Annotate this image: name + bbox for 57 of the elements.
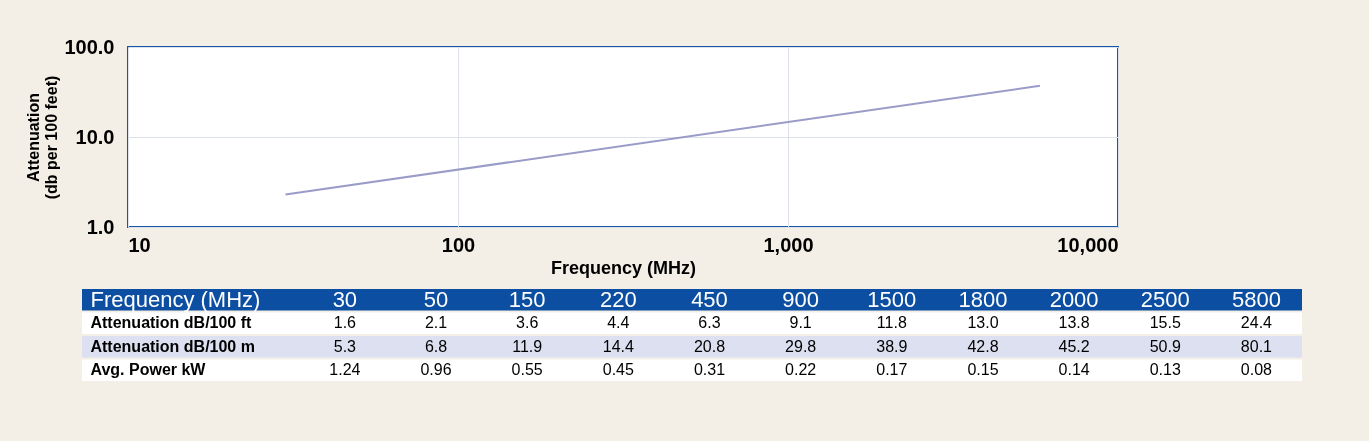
data-label: 20.8: [693, 337, 726, 355]
data-label: 11.9: [512, 337, 543, 355]
data-label: 29.8: [785, 337, 817, 355]
x-tick-label: 100: [441, 233, 476, 256]
data-label: 38.9: [876, 337, 908, 355]
data-label: 3.6: [516, 314, 539, 332]
category-label: 1800: [958, 286, 1008, 312]
data-label: 0.45: [602, 361, 635, 379]
category-label: 2000: [1049, 286, 1099, 312]
y-tick-label: 1.0: [86, 215, 115, 238]
y-tick-label: 10.0: [75, 125, 115, 148]
data-label: 1.24: [329, 361, 361, 379]
data-label: 42.8: [967, 337, 999, 355]
x-axis-title: Frequency (MHz): [550, 257, 697, 278]
y-axis-title: Attenuation (db per 100 feet): [25, 75, 61, 200]
data-label: 0.31: [693, 361, 726, 379]
data-label: 11.8: [876, 314, 907, 332]
text: Frequency (MHz): [90, 286, 261, 312]
data-label: 45.2: [1058, 337, 1090, 355]
data-label: 14.4: [602, 337, 635, 355]
data-label: 0.17: [876, 361, 908, 379]
data-label: 13.0: [967, 314, 999, 332]
category-label: 450: [691, 286, 728, 312]
series-label: Avg. Power kW: [90, 361, 207, 379]
series-label: Attenuation dB/100 m: [90, 337, 255, 355]
category-label: 1500: [867, 286, 917, 312]
data-label: 24.4: [1240, 314, 1273, 332]
category-label: 30: [332, 286, 358, 312]
category-label: 5800: [1231, 286, 1281, 312]
data-label: 0.55: [511, 361, 543, 379]
x-tick-label: 1,000: [763, 233, 814, 256]
data-label: 6.8: [424, 337, 448, 355]
data-label: 0.22: [785, 361, 817, 379]
data-label: 9.1: [789, 314, 812, 332]
category-label: 50: [423, 286, 449, 312]
data-label: 6.3: [698, 314, 721, 332]
data-label: 5.3: [333, 337, 357, 355]
series-label: Attenuation dB/100 ft: [90, 314, 253, 332]
data-label: 0.08: [1240, 361, 1273, 379]
data-label: 0.96: [420, 361, 452, 379]
category-label: 150: [508, 286, 546, 312]
x-tick-label: 10,000: [1057, 233, 1119, 256]
data-label: 0.14: [1058, 361, 1090, 379]
data-label: 80.1: [1240, 337, 1273, 355]
category-label: 220: [599, 286, 637, 312]
category-label: 2500: [1140, 286, 1190, 312]
data-label: 1.6: [333, 314, 357, 332]
data-label: 0.15: [967, 361, 999, 379]
data-label: 50.9: [1149, 337, 1181, 355]
data-label: 4.4: [607, 314, 630, 332]
x-tick-label: 10: [128, 233, 151, 256]
data-label: 15.5: [1149, 314, 1181, 332]
data-label: 0.13: [1149, 361, 1181, 379]
data-label: 13.8: [1058, 314, 1090, 332]
category-label: 900: [782, 286, 819, 312]
y-tick-label: 100.0: [64, 35, 115, 58]
data-label: 2.1: [424, 314, 448, 332]
